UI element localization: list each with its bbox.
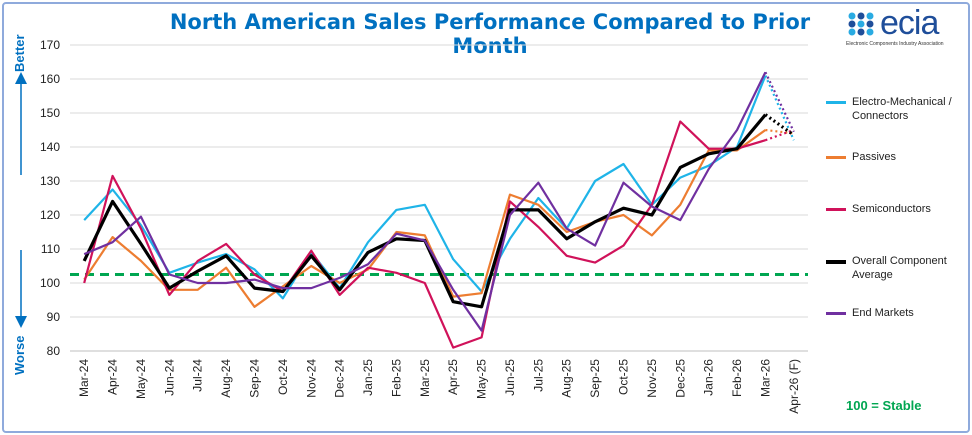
legend-swatch [826, 260, 846, 264]
x-tick-label: Mar-26 [758, 359, 772, 397]
better-label: Better [12, 34, 27, 72]
x-tick-label: Jan-26 [702, 359, 716, 396]
y-tick-label: 110 [41, 242, 60, 256]
y-tick-label: 150 [40, 106, 60, 120]
series-line-4 [83, 71, 767, 332]
y-tick-label: 100 [40, 276, 60, 290]
x-tick-label: Nov-24 [304, 359, 318, 398]
x-tick-label: Mar-25 [418, 359, 432, 397]
series-line-0 [83, 75, 767, 300]
legend-swatch [826, 208, 846, 211]
y-tick-label: 140 [40, 140, 60, 154]
x-tick-label: Jun-24 [162, 359, 176, 396]
y-tick-label: 130 [40, 174, 60, 188]
y-tick-label: 80 [47, 344, 61, 358]
x-tick-label: Dec-25 [673, 359, 687, 398]
x-tick-label: May-25 [475, 359, 489, 399]
legend-label: Passives [852, 151, 897, 163]
x-tick-label: Apr-24 [106, 359, 120, 395]
x-tick-label: Jul-25 [531, 359, 545, 392]
x-tick-label: Aug-25 [560, 359, 574, 398]
x-tick-label: Apr-26 (F) [787, 359, 801, 414]
series-lines [82, 71, 795, 349]
x-tick-label: Nov-25 [645, 359, 659, 398]
x-axis-ticks: Mar-24 Apr-24 May-24 Jun-24 Jul-24 Aug-24 Sep-… [77, 359, 801, 414]
x-tick-label: Aug-24 [219, 359, 233, 398]
x-tick-label: Dec-24 [333, 359, 347, 398]
y-tick-label: 120 [40, 208, 60, 222]
series-forecast-4 [764, 71, 795, 133]
series-line-2 [83, 120, 766, 349]
y-axis-ticks: 80 90 100 110 120 130 140 150 160 170 [40, 38, 60, 358]
y-tick-label: 170 [40, 38, 60, 52]
legend-label: End Markets [852, 307, 914, 319]
legend-label: Electro-Mechanical / Connectors [852, 96, 952, 122]
worse-label: Worse [12, 335, 27, 376]
x-tick-label: Oct-25 [617, 359, 631, 395]
stable-note: 100 = Stable [846, 398, 922, 413]
ecia-logo-icon [848, 12, 874, 36]
series-forecast-3 [764, 113, 795, 137]
gridlines [70, 44, 808, 352]
y-tick-label: 160 [40, 72, 60, 86]
x-tick-label: Apr-25 [446, 359, 460, 395]
x-tick-label: Feb-26 [730, 359, 744, 397]
ecia-logo-wordmark: ecia [880, 4, 939, 42]
x-tick-label: Oct-24 [276, 359, 290, 395]
legend-swatch [826, 101, 846, 104]
series-forecast-0 [764, 75, 795, 141]
x-tick-label: Sep-25 [588, 359, 602, 398]
chart-title: North American Sales Performance Compare… [169, 10, 811, 58]
y-tick-label: 90 [47, 310, 61, 324]
x-tick-label: Jul-24 [191, 359, 205, 392]
x-tick-label: Feb-25 [389, 359, 403, 397]
x-tick-label: Jun-25 [503, 359, 517, 396]
x-tick-label: May-24 [134, 359, 148, 399]
legend-swatch [826, 156, 846, 159]
legend-label: Semiconductors [852, 203, 931, 215]
legend-swatch [826, 312, 846, 315]
legend-label: Overall Component Average [852, 255, 947, 281]
ecia-logo: ecia Electronic Components Industry Asso… [846, 4, 961, 50]
series-forecast-2 [765, 128, 795, 142]
x-tick-label: Mar-24 [77, 359, 91, 397]
x-tick-label: Jan-25 [361, 359, 375, 396]
series-line-1 [83, 129, 767, 308]
ecia-logo-tagline: Electronic Components Industry Associati… [846, 41, 944, 47]
x-tick-label: Sep-24 [248, 359, 262, 398]
